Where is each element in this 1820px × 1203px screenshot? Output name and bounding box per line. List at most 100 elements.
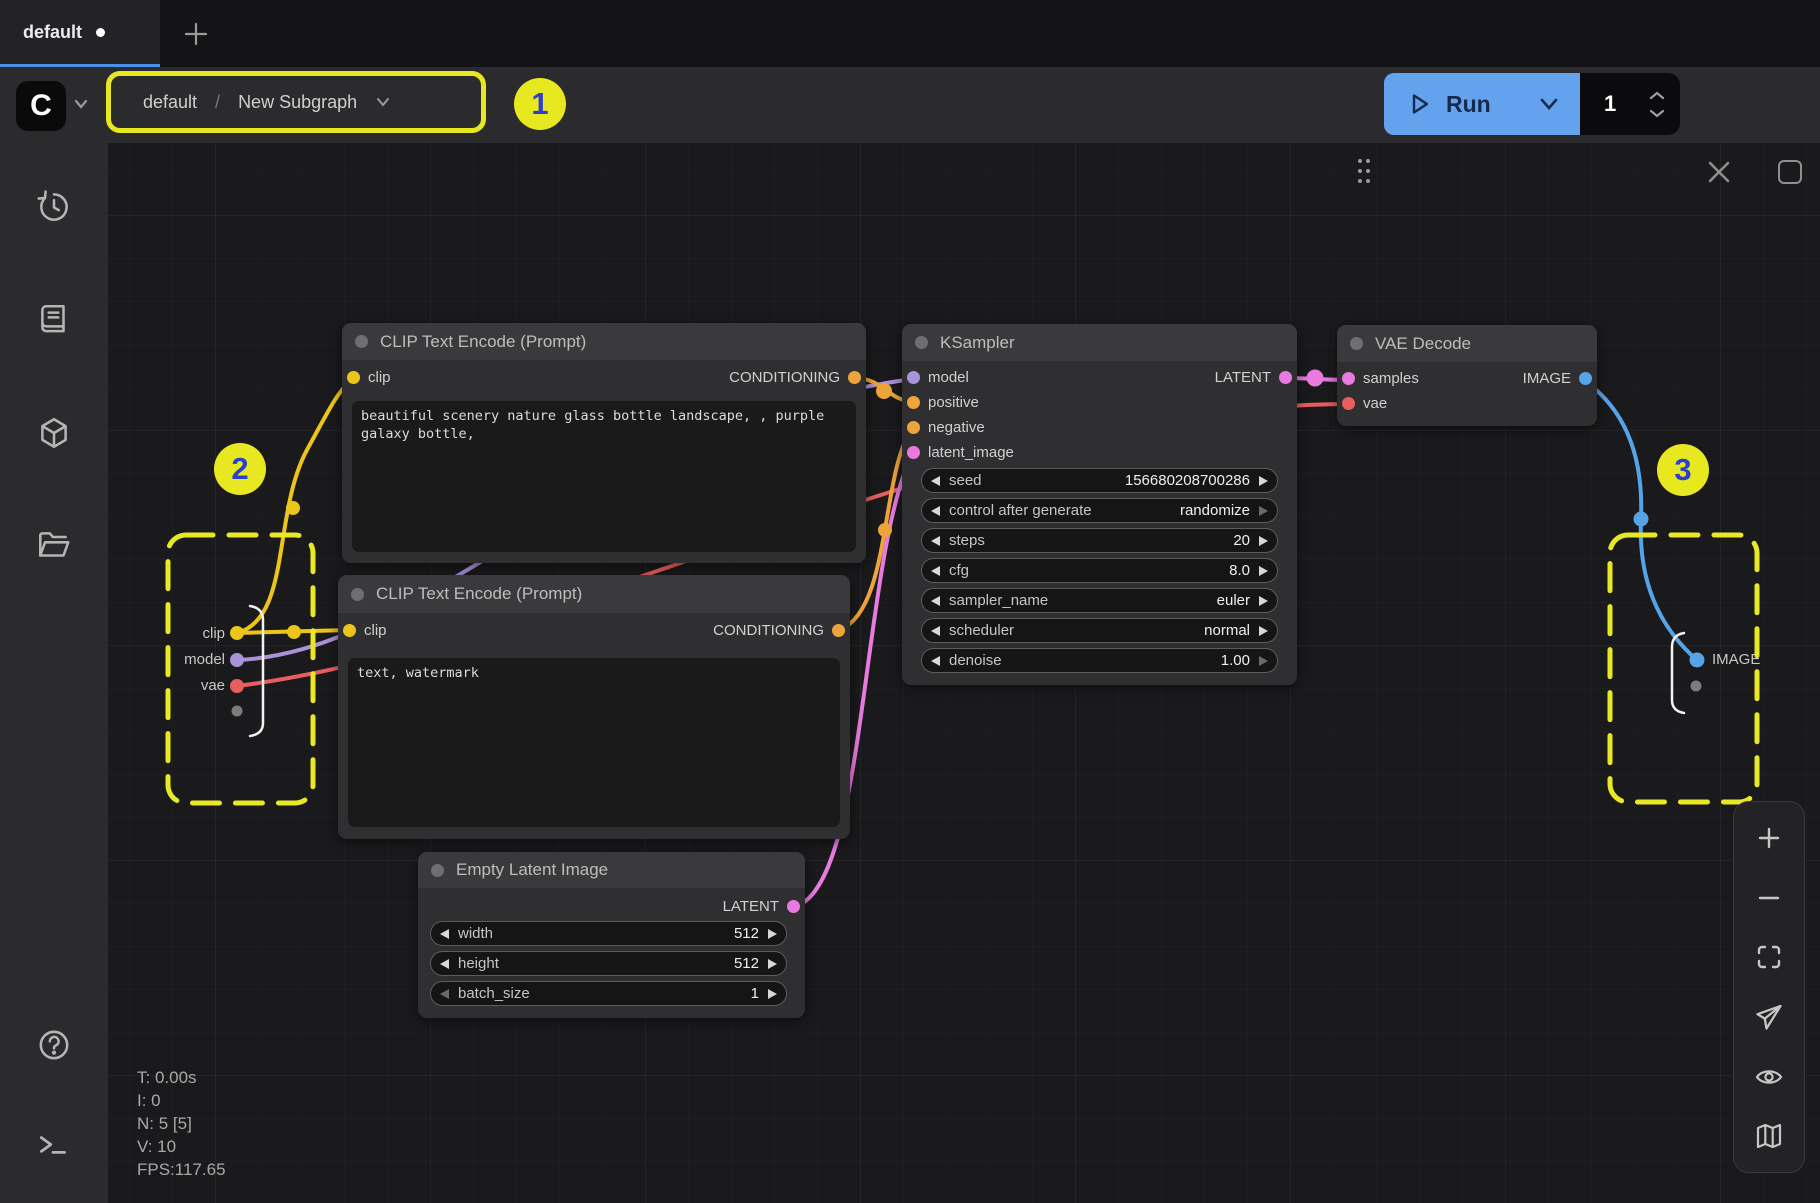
- sidebar-item-model-library[interactable]: [22, 401, 86, 465]
- widget-cfg[interactable]: cfg 8.0: [921, 558, 1278, 583]
- sidebar-item-workflow-history[interactable]: [22, 175, 86, 239]
- subgraph-output-image-port[interactable]: [1689, 652, 1705, 668]
- vae-input-port[interactable]: [1342, 397, 1355, 410]
- latent-output-port[interactable]: [1279, 371, 1292, 384]
- decrement-arrow-icon[interactable]: [931, 655, 940, 666]
- node-title: CLIP Text Encode (Prompt): [380, 331, 587, 351]
- logo-menu-chevron-icon[interactable]: [72, 97, 90, 116]
- sidebar-item-workflows[interactable]: [22, 514, 86, 578]
- breadcrumb-chevron-icon[interactable]: [375, 96, 391, 108]
- link-visibility-button[interactable]: [1737, 1047, 1801, 1107]
- positive-input-port[interactable]: [907, 396, 920, 409]
- conditioning-output-port[interactable]: [832, 623, 845, 637]
- focus-selection-button[interactable]: [1737, 987, 1801, 1047]
- increment-arrow-icon[interactable]: [1259, 625, 1268, 636]
- stop-button[interactable]: [1778, 160, 1802, 184]
- decrement-arrow-icon[interactable]: [931, 595, 940, 606]
- sidebar-item-node-library[interactable]: [22, 288, 86, 352]
- widget-scheduler[interactable]: scheduler normal: [921, 618, 1278, 643]
- batch-count-stepper[interactable]: 1: [1580, 73, 1680, 135]
- output-label: IMAGE: [1522, 370, 1571, 387]
- annotation-box-inputs: [165, 532, 316, 806]
- breadcrumb-workflow[interactable]: default: [143, 91, 198, 112]
- increment-arrow-icon[interactable]: [1259, 505, 1268, 516]
- widget-denoise[interactable]: denoise 1.00: [921, 648, 1278, 673]
- interrupt-button[interactable]: [1706, 159, 1732, 190]
- node-header[interactable]: KSampler: [902, 324, 1297, 361]
- conditioning-output-port[interactable]: [848, 370, 861, 384]
- subgraph-input-clip-port[interactable]: [230, 626, 244, 640]
- run-button[interactable]: Run: [1384, 73, 1580, 135]
- fit-view-button[interactable]: [1737, 927, 1801, 987]
- increment-arrow-icon[interactable]: [1259, 535, 1268, 546]
- widget-batch-size[interactable]: batch_size 1: [430, 981, 787, 1006]
- decrement-arrow-icon[interactable]: [931, 475, 940, 486]
- node-header[interactable]: CLIP Text Encode (Prompt): [338, 575, 850, 613]
- collapse-dot-icon[interactable]: [915, 336, 928, 349]
- minimap-button[interactable]: [1737, 1106, 1801, 1166]
- toolbar-drag-handle-icon[interactable]: [1352, 156, 1376, 186]
- increment-arrow-icon[interactable]: [768, 928, 777, 939]
- decrement-arrow-icon[interactable]: [931, 625, 940, 636]
- clip-input-port[interactable]: [343, 623, 356, 637]
- prompt-textarea[interactable]: beautiful scenery nature glass bottle la…: [352, 401, 856, 552]
- new-workflow-tab-button[interactable]: [183, 21, 209, 52]
- widget-height[interactable]: height 512: [430, 951, 787, 976]
- comfyui-logo[interactable]: C: [16, 81, 66, 131]
- increment-arrow-icon[interactable]: [1259, 595, 1268, 606]
- subgraph-input-empty-port[interactable]: [231, 705, 243, 717]
- widget-sampler-name[interactable]: sampler_name euler: [921, 588, 1278, 613]
- widget-control-after-generate[interactable]: control after generate randomize: [921, 498, 1278, 523]
- decrement-arrow-icon[interactable]: [931, 535, 940, 546]
- collapse-dot-icon[interactable]: [431, 863, 444, 877]
- workflow-tab-default[interactable]: default: [0, 0, 160, 67]
- subgraph-input-model-port[interactable]: [230, 653, 244, 667]
- node-vae-decode[interactable]: VAE Decode samples vae IMAGE: [1337, 325, 1597, 426]
- run-options-chevron-icon[interactable]: [1538, 96, 1560, 112]
- decrement-chevron-icon[interactable]: [1648, 108, 1666, 119]
- breadcrumb-subgraph[interactable]: New Subgraph: [238, 91, 358, 112]
- node-ksampler[interactable]: KSampler model positive negative latent_…: [902, 324, 1297, 685]
- help-icon: [39, 1030, 69, 1060]
- node-header[interactable]: Empty Latent Image: [418, 852, 805, 888]
- notebook-icon: [41, 305, 65, 333]
- decrement-arrow-icon[interactable]: [931, 505, 940, 516]
- prompt-textarea[interactable]: text, watermark: [348, 658, 840, 827]
- subgraph-output-label-image: IMAGE: [1712, 651, 1761, 668]
- image-output-port[interactable]: [1579, 372, 1592, 385]
- clip-input-port[interactable]: [347, 370, 360, 384]
- widget-width[interactable]: width 512: [430, 921, 787, 946]
- increment-chevron-icon[interactable]: [1648, 90, 1666, 101]
- increment-arrow-icon[interactable]: [1259, 565, 1268, 576]
- collapse-dot-icon[interactable]: [355, 335, 368, 348]
- wire-clip-to-clip1: [235, 376, 355, 635]
- widget-seed[interactable]: seed 156680208700286: [921, 468, 1278, 493]
- widget-steps[interactable]: steps 20: [921, 528, 1278, 553]
- model-input-port[interactable]: [907, 371, 920, 384]
- increment-arrow-icon[interactable]: [1259, 655, 1268, 666]
- node-header[interactable]: VAE Decode: [1337, 325, 1597, 362]
- latent-image-input-port[interactable]: [907, 446, 920, 459]
- node-clip-text-encode-1[interactable]: CLIP Text Encode (Prompt) clip CONDITION…: [342, 323, 866, 563]
- increment-arrow-icon[interactable]: [768, 958, 777, 969]
- decrement-arrow-icon[interactable]: [931, 565, 940, 576]
- zoom-out-button[interactable]: [1737, 868, 1801, 928]
- zoom-in-button[interactable]: [1737, 808, 1801, 868]
- node-clip-text-encode-2[interactable]: CLIP Text Encode (Prompt) clip CONDITION…: [338, 575, 850, 839]
- collapse-dot-icon[interactable]: [351, 587, 364, 601]
- increment-arrow-icon[interactable]: [1259, 475, 1268, 486]
- node-empty-latent-image[interactable]: Empty Latent Image LATENT width 512 heig…: [418, 852, 805, 1018]
- increment-arrow-icon[interactable]: [768, 988, 777, 999]
- sidebar-item-help[interactable]: [22, 1013, 86, 1077]
- sidebar-item-terminal[interactable]: [22, 1113, 86, 1177]
- samples-input-port[interactable]: [1342, 372, 1355, 385]
- collapse-dot-icon[interactable]: [1350, 337, 1363, 350]
- decrement-arrow-icon[interactable]: [440, 958, 449, 969]
- decrement-arrow-icon[interactable]: [440, 988, 449, 999]
- negative-input-port[interactable]: [907, 421, 920, 434]
- decrement-arrow-icon[interactable]: [440, 928, 449, 939]
- subgraph-input-vae-port[interactable]: [230, 679, 244, 693]
- latent-output-port[interactable]: [787, 900, 800, 913]
- node-header[interactable]: CLIP Text Encode (Prompt): [342, 323, 866, 360]
- subgraph-output-empty-port[interactable]: [1690, 680, 1702, 692]
